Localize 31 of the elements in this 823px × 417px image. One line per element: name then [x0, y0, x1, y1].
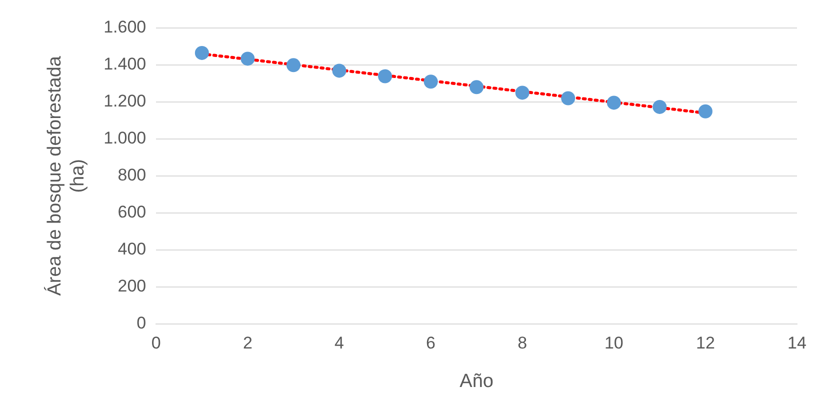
- x-tick-label: 2: [242, 334, 252, 353]
- x-tick-label: 14: [788, 334, 806, 353]
- y-tick-label: 1.000: [104, 128, 146, 148]
- point: [378, 69, 392, 84]
- y-tick-label: 0: [136, 313, 146, 332]
- x-tick-label: 0: [151, 334, 161, 353]
- point: [698, 104, 712, 118]
- point: [286, 58, 300, 72]
- x-tick-label: 8: [518, 334, 528, 353]
- y-tick-label: 400: [118, 240, 146, 259]
- point: [424, 74, 438, 89]
- y-tick-label: 800: [118, 166, 146, 185]
- point: [332, 64, 346, 78]
- point: [194, 46, 209, 60]
- point: [652, 100, 667, 114]
- point: [240, 52, 255, 66]
- point: [561, 91, 576, 106]
- point: [470, 80, 484, 94]
- point: [515, 86, 530, 100]
- y-tick-label: 600: [118, 202, 146, 222]
- y-tick-label: 1.600: [104, 18, 146, 37]
- y-tick-label: 200: [118, 276, 146, 296]
- y-axis-title: Área de bosque deforestada (ha): [44, 56, 88, 296]
- x-tick-label: 12: [696, 334, 715, 353]
- x-tick-label: 10: [604, 334, 624, 353]
- point: [606, 96, 621, 110]
- x-tick-label: 4: [334, 334, 344, 353]
- y-tick-label: 1.400: [104, 54, 146, 74]
- x-tick-label: 6: [426, 334, 436, 353]
- x-axis-title: Año: [460, 370, 494, 392]
- y-tick-label: 1.200: [104, 92, 146, 111]
